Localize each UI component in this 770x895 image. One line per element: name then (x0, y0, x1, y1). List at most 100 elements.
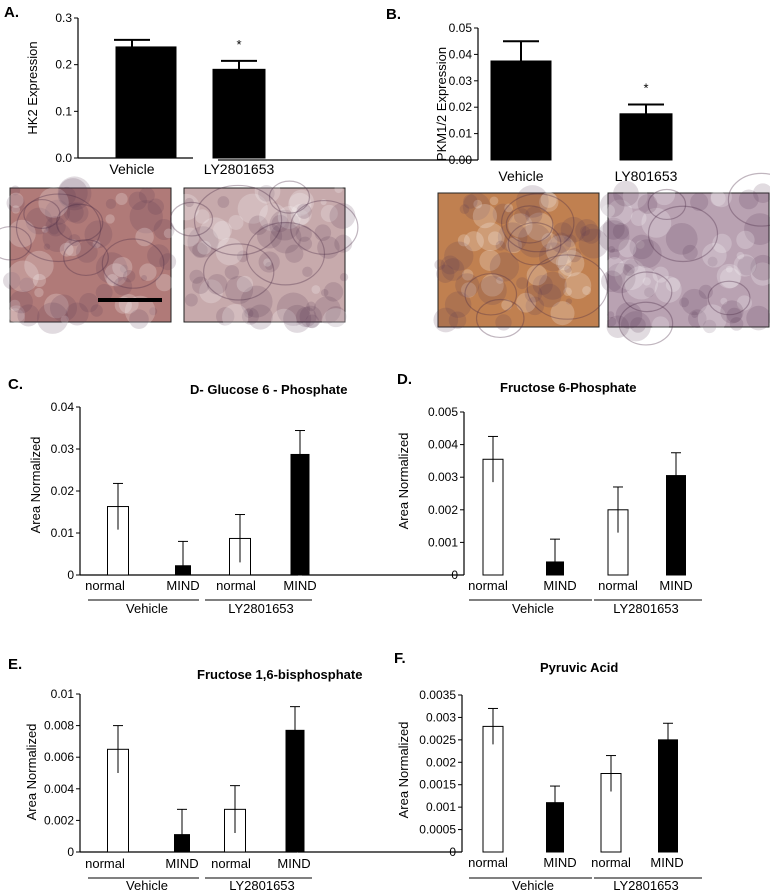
tissue-blob (481, 273, 504, 297)
panel-e: E. Fructose 1,6-bisphosphate 0 0.002 0.004 0.… (8, 656, 362, 893)
tissue-nodule-outline (464, 273, 518, 316)
tissue-blob (10, 185, 21, 196)
tissue-blob (750, 262, 770, 286)
x-tick-label: normal (591, 855, 631, 870)
tissue-blob (58, 178, 88, 208)
tissue-blob (247, 304, 273, 330)
panel-label: D. (397, 371, 412, 388)
tissue-blob (63, 202, 84, 223)
tissue-blob (296, 306, 317, 328)
y-tick-label: 0.03 (449, 74, 473, 88)
tissue-blob (513, 208, 530, 225)
y-tick-label: 0.02 (51, 484, 75, 498)
micrograph-image (169, 178, 359, 336)
tissue-blob (636, 240, 645, 249)
tissue-blob (288, 192, 312, 217)
tissue-blob (290, 203, 312, 225)
tissue-blob (84, 220, 113, 249)
y-tick-label: 0 (67, 845, 74, 859)
panel-label: A. (4, 4, 19, 21)
tissue-blob (311, 285, 321, 294)
tissue-blob (565, 298, 573, 305)
tissue-blob (496, 276, 504, 285)
tissue-blob (681, 288, 708, 316)
tissue-blob (236, 275, 254, 293)
tissue-blob (472, 203, 498, 229)
tissue-blob (263, 258, 272, 267)
tissue-blob (222, 304, 249, 331)
tissue-blob (605, 257, 625, 277)
tissue-blob (630, 317, 646, 333)
tissue-blob (45, 216, 66, 237)
tissue-blob (690, 192, 709, 212)
y-tick-label: 0.04 (449, 47, 473, 61)
tissue-blob (710, 186, 732, 208)
tissue-blob (76, 241, 98, 263)
tissue-blob (36, 302, 69, 334)
tissue-nodule-outline (63, 239, 109, 277)
x-tick-label: LY801653 (615, 168, 678, 184)
tissue-blob (17, 304, 40, 327)
y-tick-label: 0.0035 (419, 688, 456, 702)
bar-ly801653 (619, 113, 673, 161)
tissue-blob (8, 219, 36, 248)
tissue-blob (64, 239, 81, 257)
tissue-blob (463, 194, 478, 209)
tissue-blob (602, 217, 625, 240)
tissue-blob (112, 257, 133, 278)
tissue-blob (563, 234, 577, 248)
tissue-blob (517, 223, 552, 258)
tissue-blob (206, 273, 228, 295)
tissue-blob (606, 315, 630, 339)
tissue-blob (461, 282, 477, 298)
tissue-blob (147, 198, 164, 215)
y-tick-label: 0.05 (449, 21, 473, 35)
tissue-blob (38, 187, 69, 218)
tissue-blob (581, 223, 601, 244)
tissue-blob (189, 269, 204, 284)
tissue-blob (618, 239, 637, 258)
tissue-blob (506, 237, 522, 254)
tissue-blob (444, 241, 474, 271)
tissue-blob (516, 277, 529, 290)
tissue-blob (276, 292, 310, 326)
tissue-blob (19, 277, 34, 293)
tissue-blob (691, 311, 699, 319)
x-tick-label: Vehicle (498, 168, 543, 184)
tissue-blob (123, 269, 136, 283)
tissue-blob (652, 266, 669, 283)
tissue-blob (720, 297, 728, 305)
tissue-blob (726, 307, 742, 323)
tissue-blob (104, 263, 128, 287)
tissue-blob (299, 305, 322, 328)
panel-label: F. (394, 650, 406, 667)
tissue-blob (612, 223, 630, 240)
x-tick-label: normal (211, 856, 251, 871)
tissue-blob (34, 287, 44, 298)
tissue-blob (9, 290, 33, 314)
y-tick-label: 0.004 (44, 782, 74, 796)
chart-title: Fructose 1,6-bisphosphate (197, 667, 362, 682)
x-tick-label: MIND (543, 578, 576, 593)
group-label: LY2801653 (613, 601, 679, 616)
tissue-blob (298, 236, 313, 251)
tissue-nodule-outline (290, 199, 359, 255)
tissue-blob (334, 184, 343, 194)
micrograph-background (607, 192, 770, 328)
tissue-blob (320, 204, 338, 222)
tissue-blob (248, 215, 269, 236)
tissue-nodule-outline (56, 203, 104, 242)
tissue-blob (128, 191, 147, 211)
y-tick-label: 0.04 (51, 400, 75, 414)
tissue-blob (139, 263, 157, 281)
tissue-blob (306, 301, 316, 312)
tissue-blob (555, 254, 572, 271)
tissue-blob (622, 263, 635, 276)
tissue-blob (537, 283, 562, 308)
tissue-nodule-outline (193, 184, 283, 256)
tissue-blob (567, 247, 582, 263)
tissue-blob (607, 199, 633, 226)
tissue-blob (444, 291, 472, 318)
tissue-blob (629, 234, 654, 260)
